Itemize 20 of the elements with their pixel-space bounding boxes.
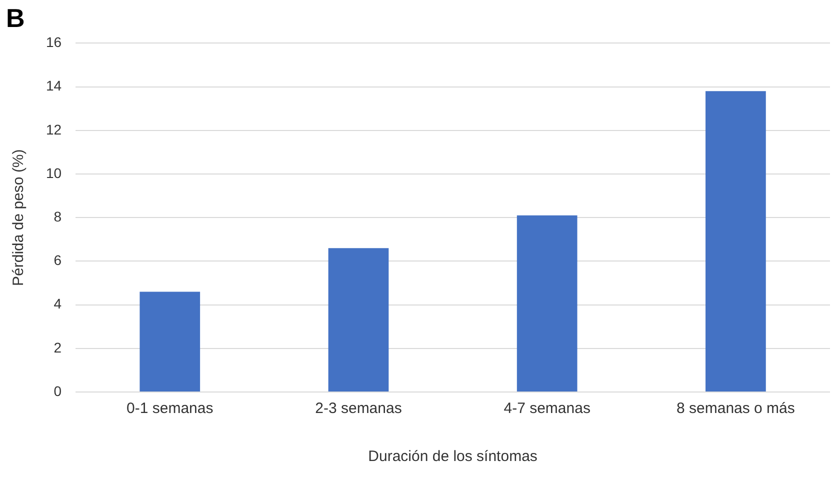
y-tick-label: 16 (46, 34, 62, 50)
y-tick-label: 10 (46, 164, 62, 181)
bar (328, 248, 389, 392)
y-tick-label: 12 (46, 121, 62, 138)
x-axis-title: Duración de los síntomas (368, 448, 538, 466)
y-tick-label: 0 (54, 382, 62, 399)
bar (516, 215, 578, 392)
x-tick-label: 2-3 semanas (315, 400, 402, 418)
y-tick-label: 14 (46, 78, 62, 94)
x-tick-label: 4-7 semanas (504, 400, 590, 418)
x-tick-label: 0-1 semanas (126, 400, 214, 418)
y-tick-label: 4 (54, 296, 62, 312)
y-tick-label: 8 (54, 208, 62, 224)
x-tick-label: 8 semanas o más (676, 400, 795, 418)
y-tick-label: 2 (54, 339, 62, 356)
y-axis-title: Pérdida de peso (%) (10, 149, 28, 286)
bar (706, 91, 766, 392)
bar (140, 292, 200, 392)
chart-title: B (6, 2, 25, 33)
y-tick-label: 6 (54, 252, 62, 268)
